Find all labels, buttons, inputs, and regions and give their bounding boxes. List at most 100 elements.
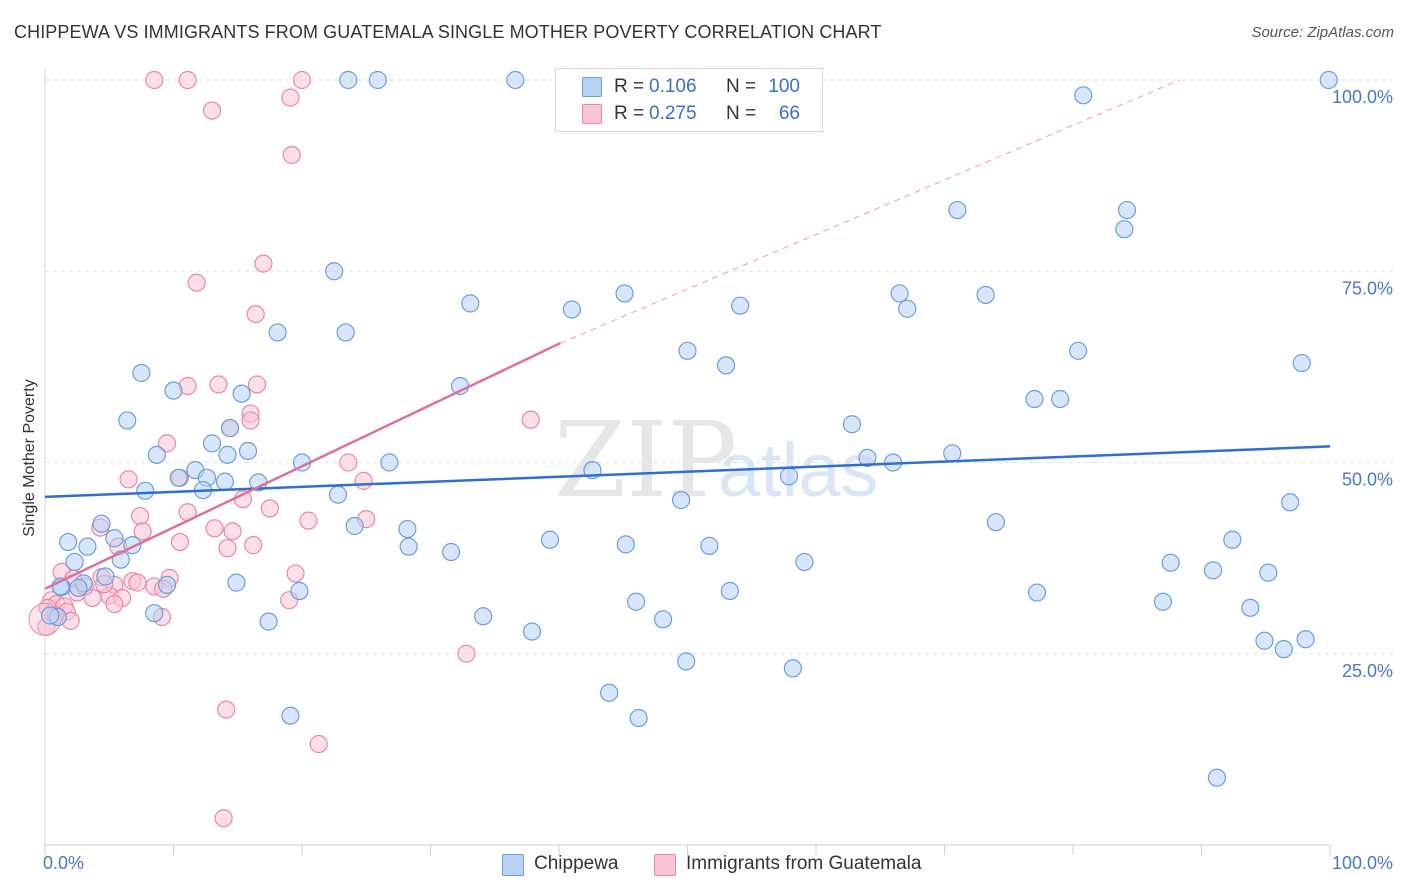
point-chippewa [164,381,183,400]
point-chippewa [290,581,309,601]
bottom-legend-swatch-chippewa [502,854,524,876]
point-guatemala [244,536,263,555]
point-chippewa [678,341,697,360]
point-chippewa [1223,530,1242,549]
point-chippewa [615,284,634,303]
point-chippewa [783,659,802,678]
point-guatemala [223,522,242,541]
point-chippewa [1259,563,1278,582]
point-chippewa [336,323,355,342]
point-chippewa [1074,86,1093,105]
point-chippewa [339,70,358,90]
point-chippewa [399,537,418,556]
point-chippewa [1115,220,1134,239]
point-chippewa [380,453,399,472]
legend-r-label: R = [614,103,645,124]
point-chippewa [169,468,188,487]
point-guatemala [170,532,190,552]
point-chippewa [626,592,646,611]
point-chippewa [281,706,300,725]
y-tick-label-50: 50.0% [1342,470,1393,490]
bottom-legend-label-chippewa: Chippewa [534,853,619,874]
point-chippewa [842,415,862,434]
point-guatemala [354,471,373,490]
point-chippewa [118,411,137,430]
point-guatemala [145,70,164,90]
point-guatemala [241,411,260,430]
point-chippewa [132,363,151,383]
point-chippewa [976,285,995,305]
point-chippewa [898,299,917,318]
point-guatemala [157,434,177,453]
point-guatemala [209,375,228,394]
point-chippewa [1255,631,1274,650]
point-guatemala [281,88,300,107]
point-chippewa [731,296,750,315]
point-chippewa [345,516,364,536]
point-chippewa [716,356,736,375]
point-guatemala [282,145,301,165]
point-chippewa [1051,389,1070,409]
y-tick-label-100: 100.0% [1332,87,1393,107]
point-chippewa [227,573,246,592]
point-chippewa [1241,598,1260,617]
point-guatemala [457,644,476,663]
point-guatemala [128,573,147,592]
source-label: Source: ZipAtlas.com [1251,24,1394,41]
point-guatemala [254,254,273,273]
point-guatemala [309,734,328,754]
legend-swatch-guatemala [582,104,602,124]
x-tick-label-min: 0.0% [43,853,84,873]
point-chippewa [92,514,111,533]
point-chippewa [145,604,164,623]
y-tick-label-25: 25.0% [1342,661,1393,681]
y-axis-label: Single Mother Poverty [21,379,38,536]
y-tick-label-75: 75.0% [1342,278,1393,298]
point-chippewa [1203,561,1223,580]
point-guatemala [521,410,540,429]
point-guatemala [246,304,265,324]
legend-r-value: 0.275 [649,103,697,124]
point-guatemala [292,70,312,90]
point-chippewa [65,552,84,572]
point-chippewa [441,542,461,562]
point-chippewa [41,606,60,625]
point-guatemala [119,470,138,489]
legend-r-label: R = [614,76,645,97]
trendline-guatemala [44,342,561,590]
point-chippewa [600,683,619,702]
point-chippewa [629,708,648,728]
point-chippewa [69,578,88,598]
point-chippewa [858,448,877,468]
point-guatemala [187,273,206,292]
point-guatemala [178,70,197,90]
point-chippewa [943,444,962,463]
point-guatemala [214,809,233,828]
point-chippewa [398,519,417,539]
point-chippewa [147,445,166,464]
point-chippewa [948,200,967,220]
trendline-chippewa [44,445,1331,499]
point-chippewa [220,418,240,438]
point-guatemala [286,564,305,583]
trendlines [44,79,1331,590]
point-chippewa [1025,389,1044,409]
point-chippewa [325,262,344,281]
watermark-zip: ZIP [554,399,737,521]
point-chippewa [671,490,691,510]
point-chippewa [795,552,814,572]
point-chippewa [562,300,581,319]
point-chippewa [986,513,1006,532]
point-chippewa [96,567,115,586]
point-chippewa [78,537,97,556]
point-chippewa [1069,341,1088,360]
point-guatemala [247,375,267,394]
point-chippewa [461,294,480,313]
series-chippewa-points [41,70,1338,787]
point-chippewa [1117,200,1137,220]
point-chippewa [720,581,740,601]
point-guatemala [105,594,124,614]
x-tick-label-max: 100.0% [1332,853,1393,873]
point-chippewa [368,70,387,90]
